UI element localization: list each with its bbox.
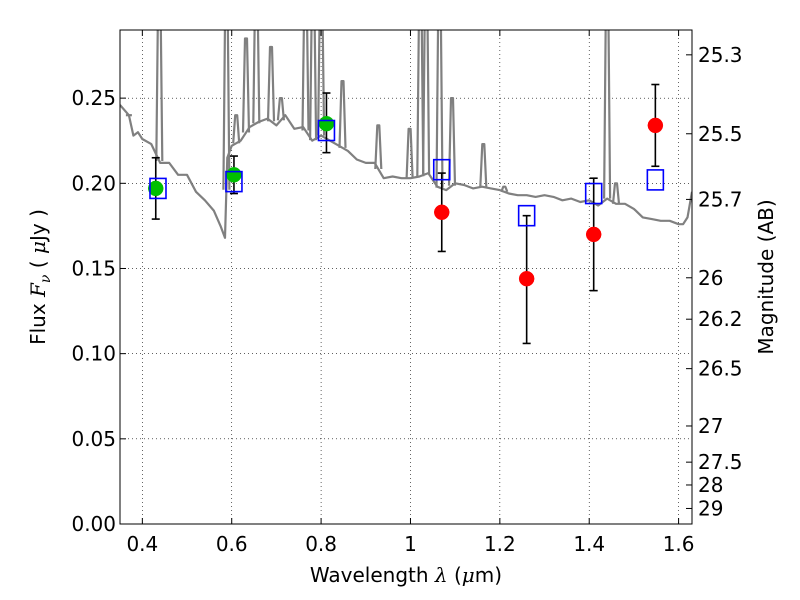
emission-line [232, 114, 241, 144]
model-photometry-square [317, 119, 336, 142]
plot-frame [119, 29, 693, 525]
x-tick-label: 1 [404, 532, 417, 556]
y2-tick-label: 28 [698, 473, 723, 497]
x-tick-label: 0.4 [126, 532, 158, 556]
points-layer [148, 83, 665, 345]
emission-line [222, 30, 231, 190]
emission-line [422, 30, 431, 174]
emission-line [416, 30, 425, 177]
y-tick-label: 0.20 [71, 171, 116, 195]
emission-line [338, 80, 347, 148]
red-data-point [518, 270, 535, 287]
y2-tick-label: 27 [698, 414, 723, 438]
y2-tick-label: 25.3 [698, 43, 743, 67]
plot-area [120, 30, 692, 524]
red-data-point [434, 204, 450, 221]
model-photometry-square [432, 158, 451, 181]
y-tick-label: 0.10 [71, 342, 116, 366]
y-tick-label: 0.05 [71, 427, 116, 451]
emission-line [276, 97, 285, 121]
emission-line [500, 185, 509, 193]
y-tick-label: 0.25 [71, 86, 116, 110]
emission-line [603, 30, 612, 199]
x-tick-label: 0.6 [216, 532, 248, 556]
model-photometry-square [517, 204, 536, 227]
y2-tick-label: 25.5 [698, 122, 743, 146]
x-tick-label: 0.8 [305, 532, 337, 556]
emission-line [374, 124, 383, 170]
emission-line [479, 143, 488, 188]
emission-line [309, 30, 318, 141]
green-data-point [226, 167, 242, 183]
spectrum-layer [120, 30, 692, 239]
x-axis-title: Wavelength λ (μm) [310, 563, 502, 587]
emission-line [301, 30, 310, 131]
x-tick-label: 1.2 [484, 532, 516, 556]
y2-tick-label: 29 [698, 496, 723, 520]
emission-line [252, 30, 261, 124]
green-data-point [148, 180, 164, 197]
x-tick-label: 1.6 [663, 532, 695, 556]
y2-tick-label: 25.7 [698, 187, 743, 211]
emission-line [611, 182, 621, 204]
y-tick-label: 0.00 [71, 512, 116, 536]
y2-tick-label: 26 [698, 266, 723, 290]
emission-line [241, 37, 251, 133]
emission-line [317, 30, 326, 136]
red-data-point [585, 226, 602, 243]
emission-line [405, 127, 414, 179]
x-tick-label: 1.4 [573, 532, 605, 556]
y-axis: 0.00 0.05 0.10 0.15 0.20 0.25 [71, 86, 126, 536]
model-photometry-square [646, 169, 665, 191]
y-tick-label: 0.15 [71, 256, 116, 280]
y-axis-title: Flux Fν ( μJy ) [26, 209, 54, 345]
x-axis: 0.4 0.6 0.8 1 1.2 1.4 1.6 [126, 30, 695, 556]
model-photometry-square [584, 182, 603, 205]
y2-axis-title: Magnitude (AB) [754, 199, 778, 354]
emission-line [266, 45, 276, 122]
model-photometry-square [225, 170, 243, 193]
model-spectrum-line [120, 104, 692, 239]
y2-tick-label: 27.5 [698, 450, 743, 474]
red-data-point [647, 117, 664, 134]
green-data-point [318, 115, 335, 132]
y2-tick-label: 26.5 [698, 357, 743, 381]
model-photometry-square [149, 177, 167, 200]
emission-line [447, 97, 457, 186]
y2-tick-label: 26.2 [698, 307, 743, 331]
emission-line [435, 30, 444, 188]
emission-line [155, 30, 164, 162]
